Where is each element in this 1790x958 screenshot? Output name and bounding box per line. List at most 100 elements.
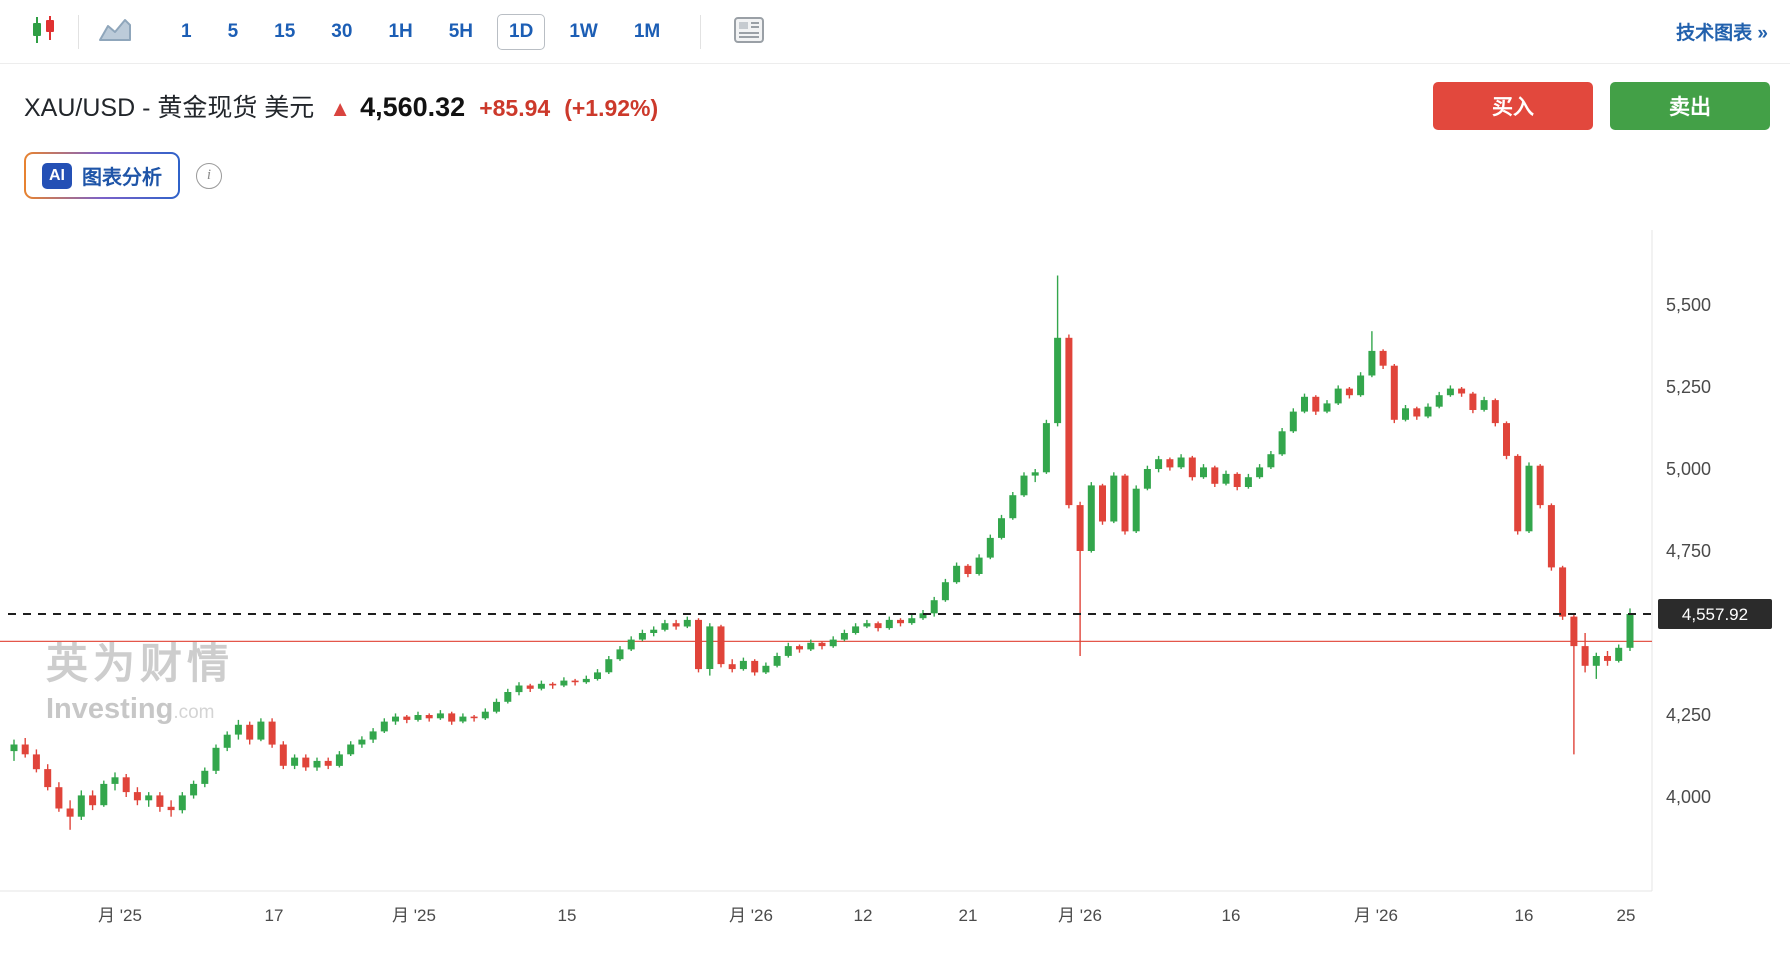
candle	[582, 675, 590, 684]
candle	[201, 767, 209, 788]
candle	[1503, 421, 1510, 460]
candle	[369, 728, 377, 743]
candle	[111, 772, 119, 791]
candle	[1312, 395, 1320, 415]
candle	[661, 619, 669, 632]
candle	[1357, 372, 1365, 397]
candle	[1065, 334, 1073, 509]
candle	[223, 731, 231, 752]
timeframe-group: 1 5 15 30 1H 5H 1D 1W 1M	[169, 13, 672, 50]
candle	[268, 718, 276, 748]
candle	[1458, 387, 1466, 397]
price-change-percent: (+1.92%)	[564, 95, 659, 121]
candle	[414, 711, 422, 722]
area-chart-type-button[interactable]	[91, 11, 139, 52]
candle	[560, 677, 568, 688]
candle	[998, 514, 1005, 540]
candle	[605, 656, 613, 674]
y-axis-tick: 4,750	[1666, 541, 1711, 561]
toolbar-divider	[700, 14, 702, 49]
investing-watermark: 英为财情 Investing.com	[46, 630, 234, 726]
ai-chart-analysis-button[interactable]: AI 图表分析	[24, 152, 180, 199]
x-axis-label: 16	[1515, 906, 1534, 925]
candle	[392, 713, 399, 725]
candle	[21, 738, 29, 758]
candle	[1042, 419, 1050, 474]
price-chart[interactable]: 英为财情 Investing.com 5,500 5,250 5,000 4,750 4…	[0, 230, 1790, 958]
x-axis-label: 月 '25	[392, 906, 436, 925]
candle	[425, 713, 433, 722]
candle	[1424, 403, 1432, 419]
news-feed-icon	[731, 13, 767, 50]
y-axis-tick: 4,250	[1666, 705, 1711, 725]
timeframe-1h[interactable]: 1H	[376, 14, 424, 50]
timeframe-5[interactable]: 5	[216, 14, 251, 50]
candle	[1592, 652, 1600, 679]
candle	[55, 782, 63, 812]
technical-chart-link[interactable]: 技术图表 »	[1676, 23, 1768, 44]
candle	[1368, 331, 1376, 378]
ai-analysis-row: AI 图表分析 i	[0, 152, 1790, 199]
candle	[975, 554, 983, 576]
chart-toolbar: 1 5 15 30 1H 5H 1D 1W 1M 技术图表 »	[0, 0, 1790, 64]
candle	[1570, 613, 1578, 755]
timeframe-5h[interactable]: 5H	[437, 14, 485, 50]
candle	[1009, 492, 1017, 520]
ai-analysis-label: 图表分析	[82, 167, 162, 189]
candle	[212, 744, 220, 774]
candle	[796, 644, 803, 653]
candle	[1211, 465, 1219, 487]
candle	[246, 721, 254, 745]
candle	[1435, 391, 1443, 409]
candle	[403, 715, 411, 724]
candle	[1379, 349, 1387, 369]
candle	[89, 790, 97, 811]
candle	[672, 619, 680, 630]
candle	[470, 715, 478, 722]
candle	[436, 710, 444, 720]
timeframe-1w[interactable]: 1W	[557, 14, 610, 50]
x-axis-label: 月 '25	[98, 906, 142, 925]
candle	[594, 669, 601, 681]
timeframe-1d[interactable]: 1D	[497, 13, 546, 50]
watermark-en: Investing.com	[46, 693, 215, 725]
toolbar-divider	[78, 14, 79, 49]
y-axis-tick: 5,500	[1666, 295, 1711, 315]
candle	[1615, 644, 1623, 663]
candle	[190, 780, 198, 799]
info-icon[interactable]: i	[196, 162, 222, 189]
page-title: XAU/USD - 黄金现货 美元	[24, 94, 315, 122]
candle	[448, 711, 456, 725]
candle	[493, 698, 500, 714]
timeframe-1[interactable]: 1	[169, 14, 204, 50]
candle	[1031, 469, 1039, 483]
y-axis-tick: 5,000	[1666, 459, 1711, 479]
timeframe-30[interactable]: 30	[319, 14, 364, 50]
news-panel-button[interactable]	[725, 9, 773, 54]
timeframe-15[interactable]: 15	[262, 14, 307, 50]
candle	[773, 652, 781, 668]
buy-button[interactable]: 买入	[1433, 82, 1593, 130]
candle	[1480, 396, 1488, 412]
candlestick-chart-icon	[28, 14, 60, 49]
ai-badge-icon: AI	[42, 162, 72, 189]
candle	[852, 623, 860, 635]
candle	[695, 618, 702, 673]
candle	[291, 754, 299, 770]
candle	[178, 792, 186, 814]
candle	[1604, 651, 1611, 666]
candle	[1323, 400, 1331, 414]
candle	[100, 780, 108, 807]
candle	[526, 683, 534, 692]
candle	[908, 615, 916, 625]
candlestick-canvas[interactable]: 5,500 5,250 5,000 4,750 4,250 4,000 月 '25 17 月 '…	[0, 230, 1790, 958]
candle	[1547, 503, 1555, 571]
candle	[1278, 428, 1286, 456]
candle	[1626, 608, 1634, 651]
candle	[1087, 482, 1095, 553]
sell-button[interactable]: 卖出	[1610, 82, 1770, 130]
timeframe-1m[interactable]: 1M	[622, 14, 672, 50]
price-change: +85.94	[479, 95, 551, 121]
candlestick-chart-type-button[interactable]	[22, 10, 66, 53]
candle	[638, 629, 646, 642]
